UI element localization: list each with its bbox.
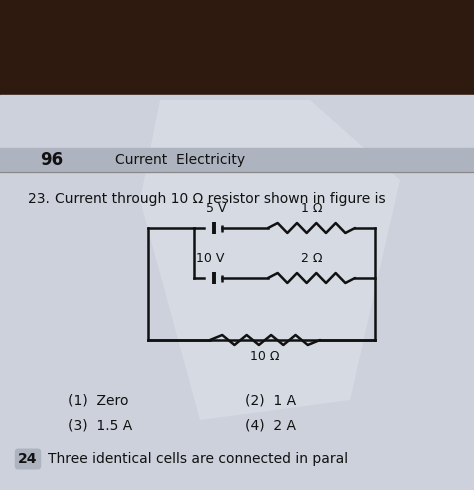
Bar: [0, 0, 474, 100]
Text: 10 V: 10 V: [196, 252, 224, 265]
Text: Three identical cells are connected in paral: Three identical cells are connected in p…: [48, 452, 348, 466]
Text: 10 Ω: 10 Ω: [250, 350, 280, 363]
Text: (2)  1 A: (2) 1 A: [245, 393, 296, 407]
Text: 2 Ω: 2 Ω: [301, 252, 322, 265]
Text: Current  Electricity: Current Electricity: [115, 153, 245, 167]
Text: 1 Ω: 1 Ω: [301, 202, 322, 215]
Text: Current through 10 Ω resistor shown in figure is: Current through 10 Ω resistor shown in f…: [55, 192, 386, 206]
Text: 5 V: 5 V: [206, 202, 226, 215]
Bar: [0, 148, 474, 172]
Text: 23.: 23.: [28, 192, 50, 206]
Text: 96: 96: [40, 151, 64, 169]
Polygon shape: [0, 0, 474, 128]
Bar: [0, 95, 474, 490]
Text: (1)  Zero: (1) Zero: [68, 393, 128, 407]
Text: 24: 24: [18, 452, 38, 466]
Text: (3)  1.5 A: (3) 1.5 A: [68, 418, 132, 432]
Polygon shape: [140, 100, 400, 420]
Text: (4)  2 A: (4) 2 A: [245, 418, 296, 432]
